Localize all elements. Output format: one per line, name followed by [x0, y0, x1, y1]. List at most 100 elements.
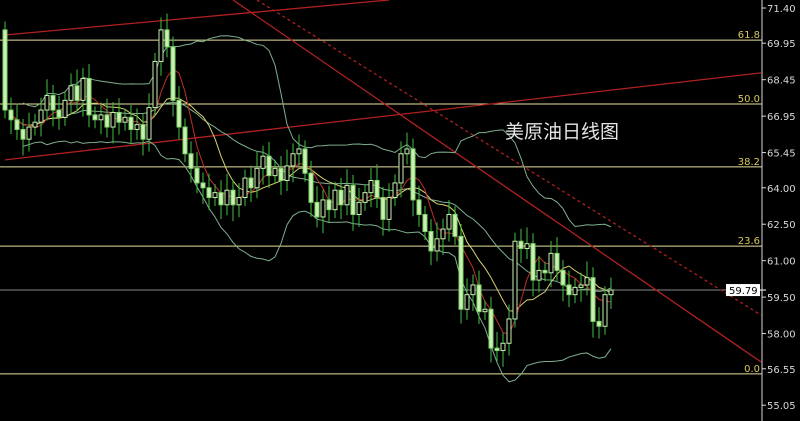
candle — [152, 52, 158, 117]
candle — [212, 184, 218, 207]
candle — [506, 304, 512, 356]
candle — [530, 233, 536, 297]
candle-body — [476, 284, 482, 313]
candle — [20, 119, 26, 156]
candle — [410, 138, 416, 217]
candle-body — [164, 29, 170, 48]
candle — [284, 149, 290, 191]
candle-body — [230, 189, 236, 206]
candle-body — [596, 320, 602, 327]
candle-body — [404, 148, 410, 155]
candle — [296, 134, 302, 167]
candle-body — [8, 109, 14, 121]
candle-body — [104, 114, 110, 128]
candle-body — [338, 189, 344, 206]
fib-label: 38.2 — [738, 157, 760, 168]
candle — [38, 97, 44, 137]
chart-title: 美原油日线图 — [505, 121, 619, 143]
candle-body — [80, 77, 86, 101]
candle-body — [554, 252, 560, 271]
candle — [140, 114, 146, 156]
candle-body — [524, 243, 530, 250]
candle-body — [296, 148, 302, 155]
candle — [338, 177, 344, 220]
candle-body — [152, 60, 158, 109]
candle-body — [242, 177, 248, 199]
candle-body — [494, 347, 500, 352]
candle — [272, 159, 278, 185]
trendline — [232, 0, 762, 363]
candle — [362, 184, 368, 211]
candle — [482, 300, 488, 321]
candle-body — [344, 184, 350, 206]
candle-body — [308, 172, 314, 203]
candle — [386, 183, 392, 232]
candle-body — [446, 214, 452, 230]
candle — [542, 261, 548, 282]
trendline — [4, 0, 390, 36]
fib-label: 50.0 — [738, 94, 760, 105]
candle-body — [410, 148, 416, 201]
candle — [206, 173, 212, 210]
candle-body — [464, 294, 470, 310]
candle — [92, 106, 98, 129]
candle-body — [398, 153, 404, 184]
candle — [584, 261, 590, 296]
candle — [602, 286, 608, 335]
candle-body — [452, 214, 458, 237]
candle-body — [122, 116, 128, 123]
candle — [566, 270, 572, 308]
candle — [50, 85, 56, 127]
candle — [2, 21, 8, 119]
candle — [218, 180, 224, 220]
candle-body — [500, 342, 506, 352]
candle-body — [212, 192, 218, 199]
candle-body — [146, 107, 152, 140]
candle-body — [422, 214, 428, 233]
candle — [374, 164, 380, 208]
candle — [470, 274, 476, 311]
candle — [452, 206, 458, 245]
candle — [356, 188, 362, 227]
candle — [32, 113, 38, 136]
candle-body — [536, 269, 542, 281]
last-price-box — [726, 284, 760, 297]
candle-body — [62, 99, 68, 118]
candle — [170, 36, 176, 117]
candle-body — [320, 199, 326, 218]
fibonacci-levels: 61.8 50.0 38.2 23.6 0.0 — [0, 30, 762, 375]
candle-body — [530, 243, 536, 281]
candle-body — [590, 277, 596, 322]
y-tick-label: 69.95 — [767, 39, 796, 50]
candle-body — [392, 182, 398, 199]
candle — [230, 179, 236, 222]
candle-body — [140, 124, 146, 140]
candle — [422, 206, 428, 241]
candle-body — [50, 94, 56, 111]
candle — [122, 108, 128, 131]
candle-body — [278, 167, 284, 181]
candle-body — [260, 155, 266, 169]
y-tick-label: 58.00 — [767, 330, 796, 341]
candle — [266, 141, 272, 189]
candle — [182, 118, 188, 163]
candle-body — [92, 114, 98, 121]
candle — [446, 200, 452, 242]
candle-body — [182, 126, 188, 155]
candle-body — [584, 277, 590, 286]
candle-body — [356, 201, 362, 216]
candle — [464, 278, 470, 320]
bollinger-upper — [22, 35, 612, 228]
y-tick-label: 56.55 — [767, 365, 796, 376]
candle-body — [362, 192, 368, 203]
candle-body — [542, 269, 548, 274]
candle — [524, 227, 530, 259]
candle-body — [272, 167, 278, 177]
candle-body — [440, 228, 446, 240]
candle — [128, 104, 134, 144]
candle-body — [482, 308, 488, 313]
fib-label: 0.0 — [744, 364, 760, 375]
candle-body — [20, 128, 26, 140]
candle-body — [302, 148, 308, 174]
fib-label: 23.6 — [738, 236, 760, 247]
